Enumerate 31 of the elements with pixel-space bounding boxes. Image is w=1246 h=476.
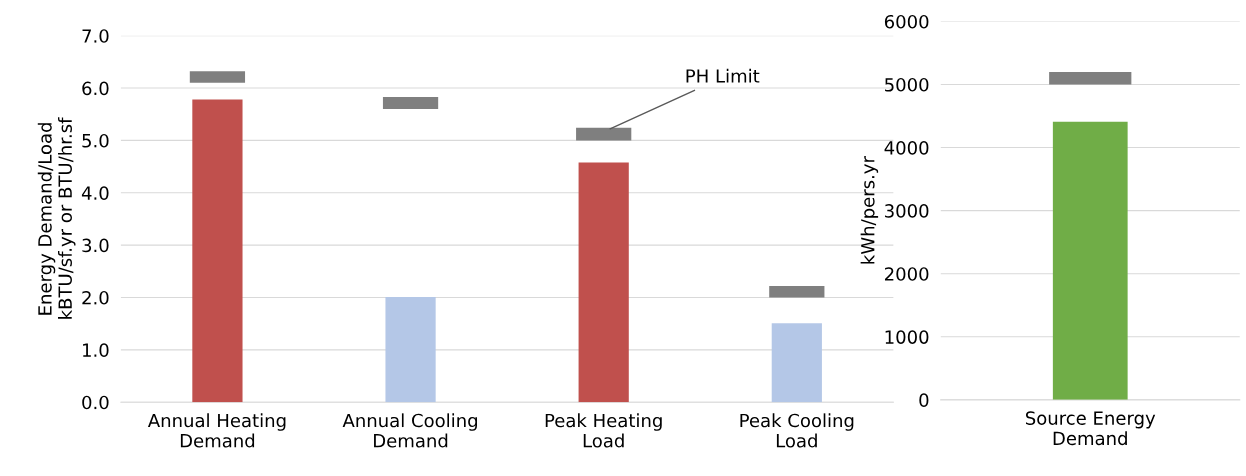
y-tick-label: 6000 (884, 14, 929, 29)
y-axis-title: kWh/pers.yr (860, 156, 879, 264)
bar (382, 96, 439, 109)
x-tick-label: Peak Heating Load (545, 413, 662, 448)
y-tick-label: 1000 (885, 330, 929, 344)
x-tick-label: Annual Heating Demand (147, 413, 286, 448)
x-tick-label: Source Energy Demand (1025, 411, 1156, 446)
y-tick-label: 7.0 (82, 29, 109, 43)
y-axis-title: Energy Demand/Load kBTU/sf.yr or BTU/hr.sf (37, 117, 76, 319)
y-tick-label: 6.0 (82, 81, 109, 96)
bar (576, 127, 632, 141)
y-tick-label: 1.0 (83, 343, 109, 357)
x-tick-label: Peak Cooling Load (740, 413, 854, 448)
bar (771, 323, 822, 403)
bar (385, 296, 436, 403)
y-tick-label: 3000 (885, 204, 929, 218)
bar (189, 71, 246, 83)
bar (192, 99, 243, 403)
y-tick-label: 0.0 (82, 395, 109, 410)
y-tick-label: 4000 (884, 141, 929, 155)
y-tick-label: 2.0 (82, 290, 109, 305)
x-tick-label: Annual Cooling Demand (342, 413, 477, 448)
y-tick-label: 2000 (884, 267, 929, 281)
y-tick-label: 5.0 (82, 133, 109, 148)
y-tick-label: 0 (919, 393, 929, 407)
y-tick-label: 3.0 (82, 238, 109, 253)
annotation: PH Limit (686, 68, 760, 83)
bar (769, 285, 825, 298)
bar (578, 162, 629, 403)
y-tick-label: 5000 (885, 77, 929, 92)
y-tick-label: 4.0 (81, 186, 109, 200)
